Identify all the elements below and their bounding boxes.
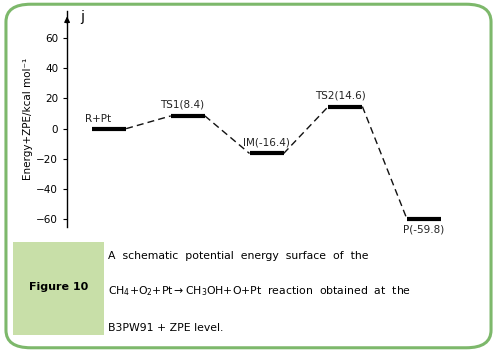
Text: B3PW91 + ZPE level.: B3PW91 + ZPE level. <box>108 323 224 333</box>
Text: IM(-16.4): IM(-16.4) <box>243 137 290 147</box>
Text: TS2(14.6): TS2(14.6) <box>315 90 365 100</box>
Text: CH$_4$+O$_2$+Pt$\rightarrow$CH$_3$OH+O+Pt  reaction  obtained  at  the: CH$_4$+O$_2$+Pt$\rightarrow$CH$_3$OH+O+P… <box>108 284 412 298</box>
Text: A  schematic  potential  energy  surface  of  the: A schematic potential energy surface of … <box>108 251 369 260</box>
Text: R+Pt: R+Pt <box>85 114 112 124</box>
Text: TS1(8.4): TS1(8.4) <box>161 100 205 110</box>
Y-axis label: Energy+ZPE/kcal mol⁻¹: Energy+ZPE/kcal mol⁻¹ <box>23 58 33 180</box>
Text: j: j <box>80 10 84 24</box>
Text: Figure 10: Figure 10 <box>29 282 88 291</box>
FancyBboxPatch shape <box>13 242 103 335</box>
Text: P(-59.8): P(-59.8) <box>404 224 445 234</box>
